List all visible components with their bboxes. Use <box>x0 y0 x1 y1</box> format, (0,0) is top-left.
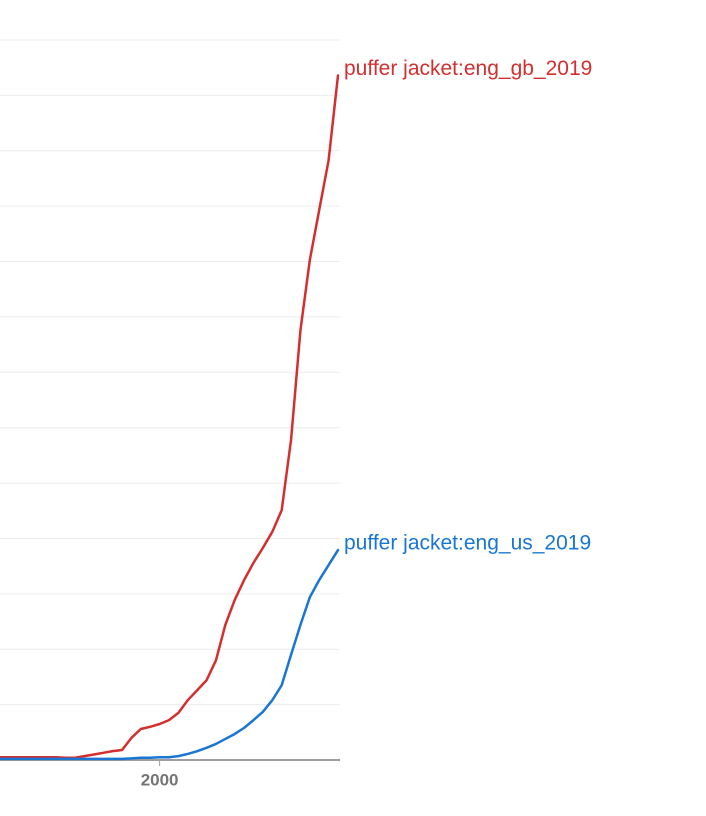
series-line <box>0 548 340 761</box>
legend-label: puffer jacket:eng_gb_2019 <box>344 57 592 80</box>
series-line <box>0 74 340 760</box>
legend-label: puffer jacket:eng_us_2019 <box>344 532 591 555</box>
x-tick-label: 2000 <box>141 770 179 789</box>
